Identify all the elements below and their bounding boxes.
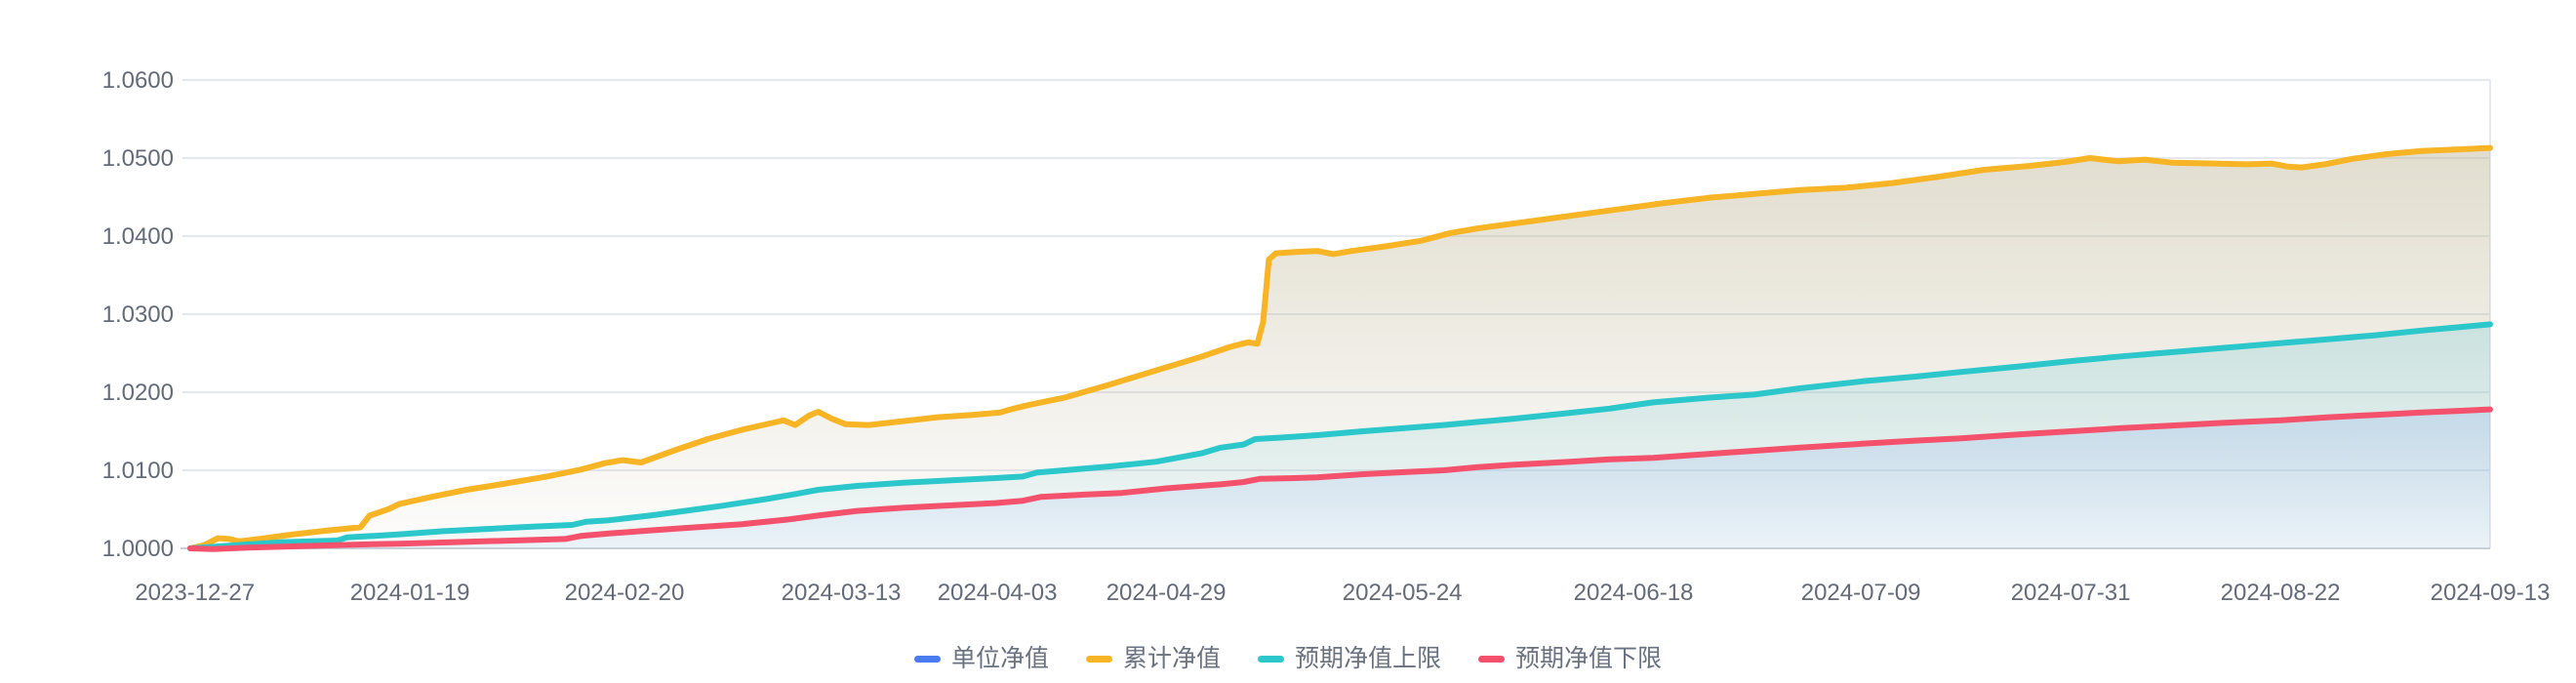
x-axis-label: 2024-06-18 (1574, 580, 1694, 606)
area-预期净值下限 (190, 409, 2490, 549)
y-axis-label: 1.0300 (102, 301, 174, 328)
legend-marker-icon (1085, 655, 1112, 663)
y-axis-label: 1.0000 (102, 536, 174, 562)
x-axis-label: 2023-12-27 (135, 580, 255, 606)
line-预期净值下限 (187, 406, 2493, 552)
y-axis-label: 1.0400 (102, 223, 174, 250)
legend-item-累计净值[interactable]: 累计净值 (1085, 644, 1221, 672)
y-axis-label: 1.0200 (102, 380, 174, 406)
x-axis-label: 2024-08-22 (2221, 580, 2341, 606)
x-axis-label: 2024-07-31 (2011, 580, 2131, 606)
x-axis-label: 2024-04-29 (1107, 580, 1227, 606)
legend-label: 预期净值下限 (1515, 644, 1663, 672)
legend-label: 预期净值上限 (1295, 644, 1442, 672)
x-axis-label: 2024-04-03 (938, 580, 1058, 606)
legend-item-预期净值上限[interactable]: 预期净值上限 (1258, 644, 1442, 672)
legend-item-单位净值[interactable]: 单位净值 (913, 644, 1049, 672)
legend-item-预期净值下限[interactable]: 预期净值下限 (1478, 644, 1663, 672)
x-axis-label: 2024-05-24 (1343, 580, 1463, 606)
x-axis-label: 2024-07-09 (1801, 580, 1921, 606)
legend-marker-icon (1478, 655, 1506, 663)
y-axis-label: 1.0600 (102, 67, 174, 94)
line-累计净值 (187, 144, 2493, 551)
x-axis-label: 2024-01-19 (350, 580, 470, 606)
chart-legend: 单位净值 累计净值 预期净值上限 预期净值下限 (0, 639, 2576, 678)
x-axis-label: 2024-03-13 (782, 580, 902, 606)
legend-marker-icon (913, 655, 941, 663)
x-axis-label: 2024-09-13 (2431, 580, 2551, 606)
y-axis-label: 1.0500 (102, 145, 174, 172)
x-axis-label: 2024-02-20 (565, 580, 685, 606)
legend-label: 单位净值 (950, 644, 1049, 672)
legend-label: 累计净值 (1122, 644, 1221, 672)
y-axis-label: 1.0100 (102, 458, 174, 484)
legend-marker-icon (1258, 655, 1284, 663)
line-预期净值上限 (187, 321, 2493, 551)
